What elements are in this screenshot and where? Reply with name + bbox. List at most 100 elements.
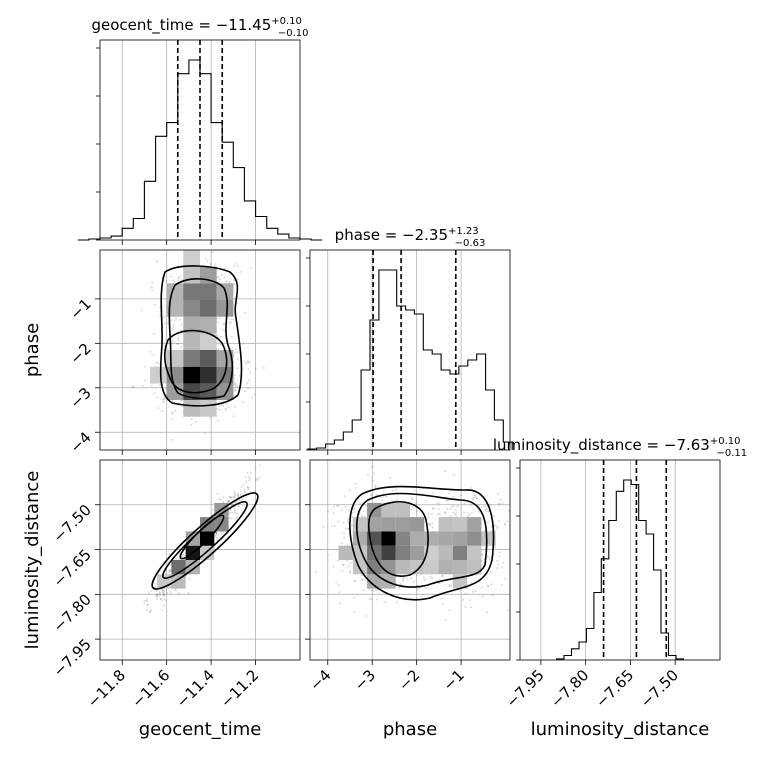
sample-point xyxy=(359,502,362,505)
density-cell xyxy=(424,531,439,546)
sample-point xyxy=(244,311,246,314)
sample-point xyxy=(243,360,246,363)
x-tick-label: −11.6 xyxy=(128,666,173,711)
sample-point xyxy=(506,520,509,523)
density-cell xyxy=(410,531,425,546)
x-tick-label: −11.4 xyxy=(173,666,218,711)
sample-point xyxy=(475,497,478,500)
sample-point xyxy=(456,505,459,508)
sample-point xyxy=(253,393,256,396)
panel-phase-vs-geocent_time: −4 −3 −2 −1 xyxy=(66,249,301,457)
sample-point xyxy=(236,367,239,370)
sample-point xyxy=(468,513,471,516)
sample-point xyxy=(177,343,180,345)
x-tick-label: −7.65 xyxy=(592,666,637,711)
sample-point xyxy=(494,523,497,526)
sample-point xyxy=(234,389,237,392)
sample-point xyxy=(491,594,494,597)
density-cell xyxy=(452,560,468,575)
sample-point xyxy=(248,479,251,482)
density-cell xyxy=(183,383,200,400)
sample-point xyxy=(228,511,231,514)
sample-point xyxy=(254,466,257,469)
sample-point xyxy=(444,511,446,514)
sample-point xyxy=(432,507,435,510)
sample-point xyxy=(162,594,165,597)
x-axis-label-luminosity_distance: luminosity_distance xyxy=(531,719,710,740)
sample-point xyxy=(217,275,220,278)
sample-point xyxy=(222,323,225,326)
density-cell xyxy=(166,350,184,367)
sample-point xyxy=(354,580,357,583)
sample-point xyxy=(170,438,173,441)
sample-point xyxy=(180,323,183,326)
sample-point xyxy=(163,598,166,601)
sample-point xyxy=(230,504,233,506)
sample-point xyxy=(342,563,345,566)
sample-point xyxy=(487,510,489,513)
sample-point xyxy=(168,553,171,556)
sample-point xyxy=(322,525,325,528)
sample-point xyxy=(342,522,345,525)
sample-point xyxy=(236,278,239,281)
sample-point xyxy=(412,505,415,508)
sample-point xyxy=(218,317,221,320)
sample-point xyxy=(243,490,246,493)
sample-point xyxy=(232,496,235,499)
density-cell xyxy=(216,350,234,367)
contour-line xyxy=(168,278,234,400)
density-cell xyxy=(183,400,200,417)
sample-point xyxy=(153,392,156,395)
sample-point xyxy=(244,390,247,393)
density-cell xyxy=(183,366,200,384)
sample-point xyxy=(214,263,217,266)
sample-point xyxy=(437,513,439,516)
sample-point xyxy=(315,571,318,573)
y-axis-label-phase: phase xyxy=(22,323,43,377)
title-luminosity_distance: luminosity_distance = −7.63+0.10 −0.11 xyxy=(493,436,747,459)
sample-point xyxy=(162,604,165,607)
contour-line xyxy=(367,500,429,577)
sample-point xyxy=(229,322,232,325)
sample-point xyxy=(236,358,239,361)
sample-point xyxy=(230,517,233,520)
density-cell xyxy=(200,333,217,350)
sample-point xyxy=(163,397,165,400)
sample-point xyxy=(486,521,489,524)
density-cell xyxy=(200,383,217,400)
x-tick-label: −2 xyxy=(395,666,423,694)
sample-point xyxy=(438,582,441,585)
sample-point xyxy=(355,487,358,489)
sample-point xyxy=(452,495,455,498)
sample-point xyxy=(221,328,224,331)
sample-point xyxy=(171,328,174,331)
sample-point xyxy=(341,564,344,566)
sample-point xyxy=(226,499,229,502)
sample-point xyxy=(220,404,223,407)
sample-point xyxy=(406,577,409,580)
density-cell xyxy=(381,545,396,560)
sample-point xyxy=(234,351,237,354)
sample-point xyxy=(360,515,363,517)
sample-point xyxy=(418,587,421,590)
sample-point xyxy=(230,496,233,499)
sample-point xyxy=(448,584,451,587)
x-tick-label: −7.80 xyxy=(547,666,592,711)
density-cell xyxy=(381,502,396,518)
sample-point xyxy=(415,502,417,505)
sample-point xyxy=(212,251,215,254)
sample-point xyxy=(346,559,349,562)
sample-point xyxy=(156,407,159,410)
sample-point xyxy=(484,508,487,511)
sample-point xyxy=(416,588,419,591)
sample-point xyxy=(171,418,174,421)
y-tick-label: −7.95 xyxy=(50,635,95,680)
sample-point xyxy=(365,615,368,617)
sample-point xyxy=(164,314,167,317)
sample-point xyxy=(358,513,361,515)
sample-point xyxy=(455,515,458,518)
sample-point xyxy=(250,396,253,399)
sample-point xyxy=(156,598,158,601)
sample-point xyxy=(337,584,340,587)
sample-point xyxy=(177,277,180,279)
